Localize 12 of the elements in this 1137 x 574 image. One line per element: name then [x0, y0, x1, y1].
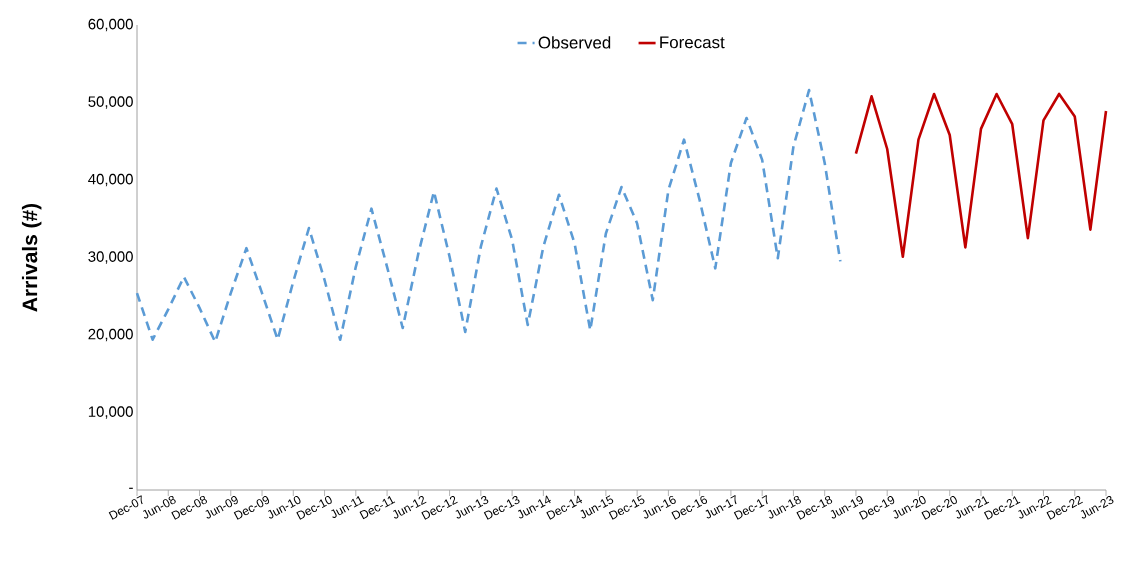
line-series	[135, 88, 842, 344]
legend-label: Observed	[538, 36, 611, 49]
y-tick-label: 40,000	[88, 173, 133, 187]
y-axis-title: Arrivals (#)	[21, 203, 42, 312]
y-tick-label: 10,000	[88, 406, 133, 419]
y-tick-label: 30,000	[88, 251, 133, 264]
y-tick-label: 60,000	[88, 18, 133, 32]
line-series	[854, 92, 1108, 259]
y-tick-label: -	[129, 487, 133, 489]
y-tick-label: 50,000	[88, 96, 133, 109]
legend-label: Forecast	[660, 36, 725, 49]
y-tick-label: 20,000	[88, 328, 133, 342]
